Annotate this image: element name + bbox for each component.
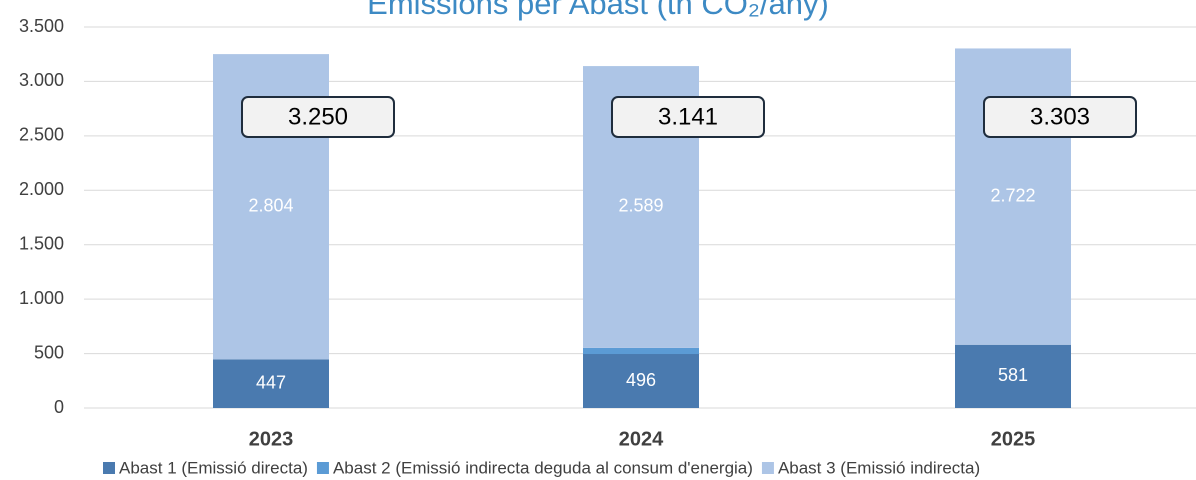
total-label: 3.303 <box>1030 103 1090 130</box>
chart-title: Emissions per Abast (tn CO₂/any) <box>367 0 829 21</box>
bar-segment <box>583 347 699 355</box>
data-label: 2.722 <box>990 185 1035 205</box>
y-tick-label: 1.000 <box>19 288 64 308</box>
total-label: 3.250 <box>288 103 348 130</box>
x-tick-label: 2023 <box>249 428 294 450</box>
total-box <box>983 96 1137 138</box>
x-tick-label: 2024 <box>619 428 664 450</box>
data-label: 2.804 <box>248 195 293 215</box>
data-label: 581 <box>998 365 1028 385</box>
legend-swatch <box>316 462 329 474</box>
total-label: 3.141 <box>658 103 718 130</box>
y-tick-label: 3.000 <box>19 70 64 90</box>
y-tick-label: 2.000 <box>19 179 64 199</box>
x-tick-label: 2025 <box>991 428 1036 450</box>
legend-label: Abast 3 (Emissió indirecta) <box>778 458 980 477</box>
legend-label: Abast 1 (Emissió directa) <box>119 458 308 477</box>
legend-swatch <box>103 462 115 474</box>
data-label: 496 <box>626 370 656 390</box>
legend-label: Abast 2 (Emissió indirecta deguda al con… <box>333 458 753 477</box>
y-tick-label: 0 <box>54 397 64 417</box>
data-label: 447 <box>256 372 286 392</box>
y-tick-label: 1.500 <box>19 233 64 253</box>
bar-segment <box>213 359 329 408</box>
legend-swatch <box>761 462 774 474</box>
data-label: 2.589 <box>618 196 663 216</box>
total-box <box>241 96 395 138</box>
bar-segment <box>583 354 699 408</box>
y-tick-label: 2.500 <box>19 125 64 145</box>
y-tick-label: 3.500 <box>19 16 64 36</box>
y-tick-label: 500 <box>34 342 64 362</box>
total-box <box>611 96 765 138</box>
bar-segment <box>955 344 1071 408</box>
